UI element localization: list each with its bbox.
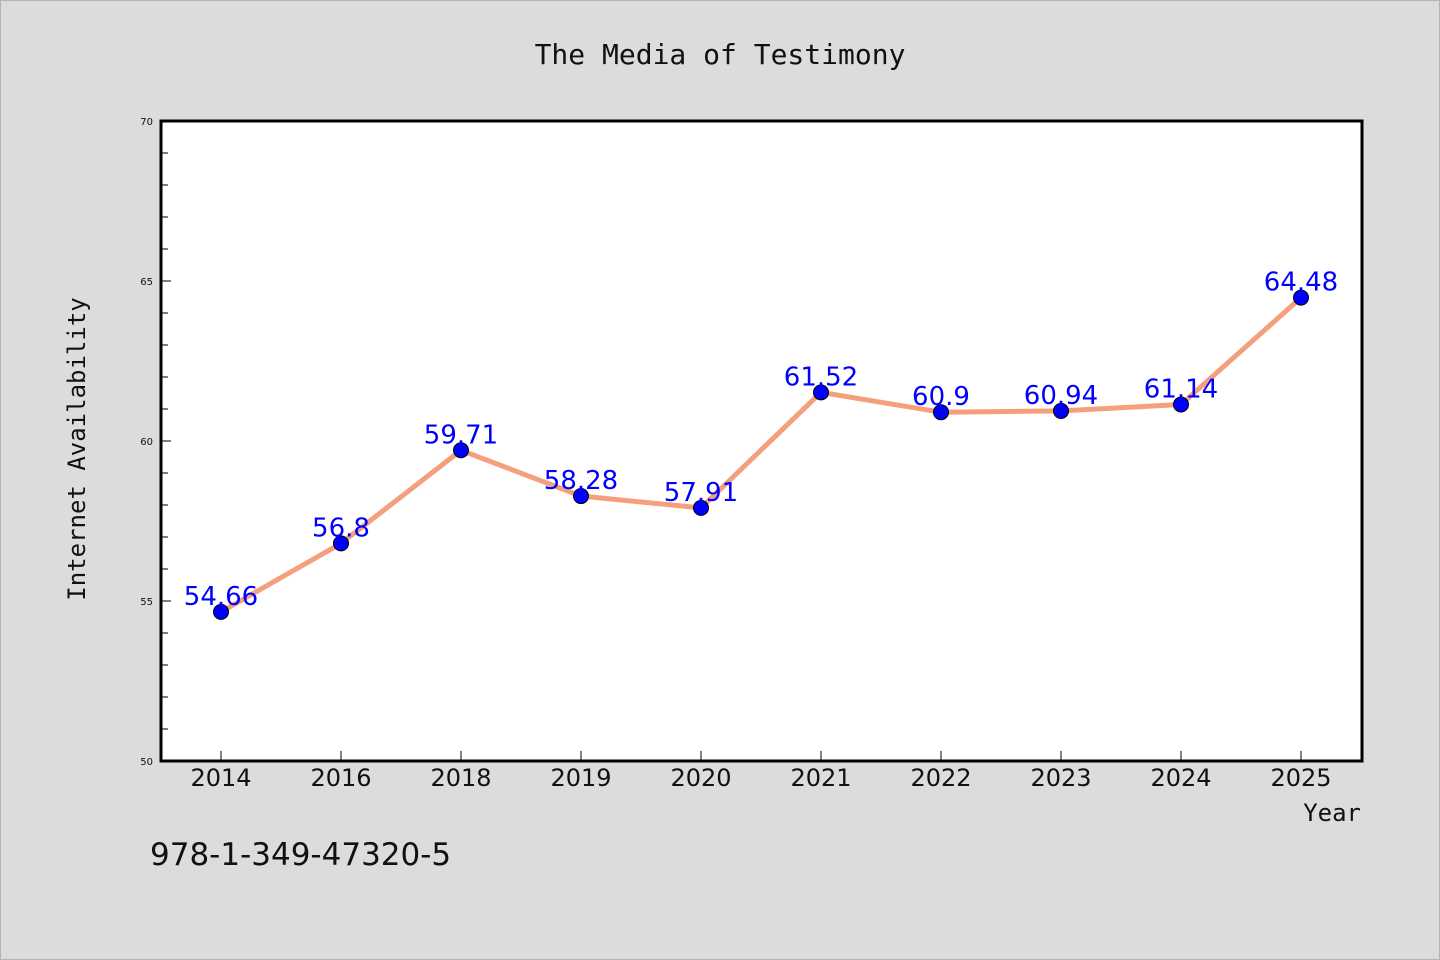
data-point — [453, 442, 469, 459]
x-tick-label: 2021 — [790, 764, 851, 792]
plot-area — [159, 119, 1364, 763]
data-label: 59.71 — [424, 420, 498, 450]
data-point — [933, 404, 949, 421]
data-point — [213, 603, 229, 620]
data-label: 61.52 — [784, 362, 858, 392]
y-tick-label: 50 — [140, 757, 153, 768]
y-axis: 50 55 60 65 70 — [140, 117, 171, 768]
data-point — [333, 535, 349, 552]
x-tick-label: 2018 — [430, 764, 491, 792]
data-point — [813, 384, 829, 401]
data-point — [693, 499, 709, 516]
x-tick-label: 2023 — [1030, 764, 1091, 792]
chart-title: The Media of Testimony — [535, 38, 906, 71]
x-tick-label: 2019 — [550, 764, 611, 792]
y-tick-label: 55 — [140, 597, 153, 608]
y-axis-title: Internet Availability — [63, 297, 91, 600]
x-tick-label: 2020 — [670, 764, 731, 792]
y-tick-label: 60 — [140, 437, 153, 448]
data-label: 61.14 — [1144, 375, 1218, 405]
y-tick-label: 65 — [140, 277, 153, 288]
data-label: 56.8 — [312, 513, 370, 543]
y-tick-label: 70 — [140, 117, 153, 128]
x-tick-label: 2016 — [310, 764, 371, 792]
data-point — [1053, 402, 1069, 419]
data-point — [1173, 396, 1189, 413]
x-tick-label: 2022 — [910, 764, 971, 792]
x-tick-label: 2024 — [1150, 764, 1211, 792]
series-layer — [213, 289, 1309, 620]
x-tick-label: 2025 — [1270, 764, 1331, 792]
data-label: 54.66 — [184, 582, 258, 612]
x-axis: 2014 2016 2018 2019 2020 2021 2022 2023 2024 2025 — [190, 751, 1332, 792]
series-line — [218, 295, 1304, 615]
data-point — [1293, 289, 1309, 306]
data-label: 60.9 — [912, 382, 970, 412]
data-label-layer: 54.66 56.8 59.71 58.28 57.91 61.52 60.9 60.94 61… — [184, 268, 1338, 612]
x-tick-label: 2014 — [190, 764, 251, 792]
data-label: 57.91 — [664, 478, 738, 508]
data-label: 58.28 — [544, 466, 618, 496]
isbn-text: 978-1-349-47320-5 — [150, 837, 451, 873]
data-point — [573, 488, 589, 505]
data-label: 60.94 — [1024, 381, 1098, 411]
x-axis-title: Year — [1303, 799, 1361, 827]
data-label: 64.48 — [1264, 268, 1338, 298]
